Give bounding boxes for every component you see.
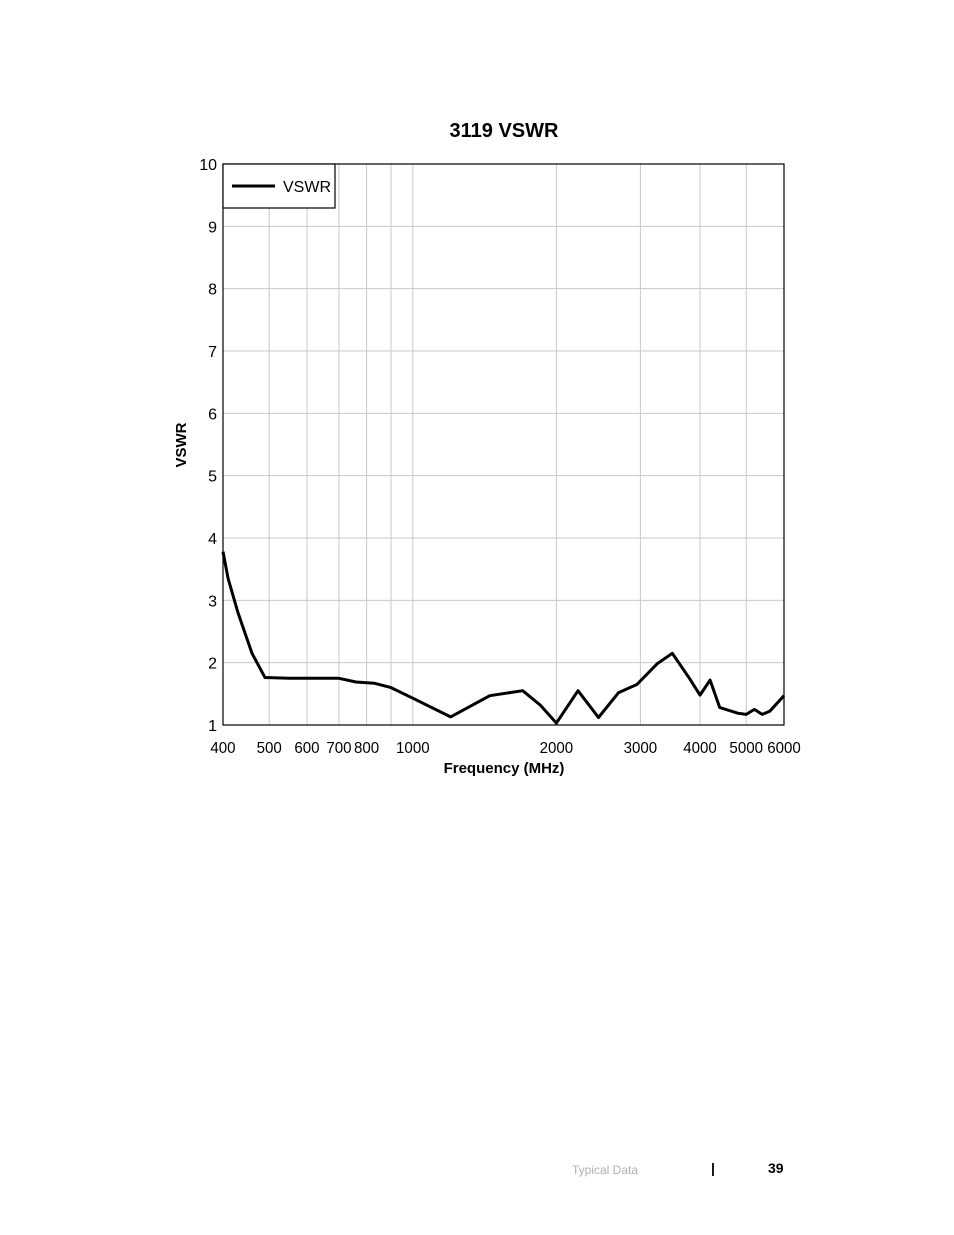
y-tick-label: 4 (208, 531, 217, 548)
x-tick-label: 400 (210, 740, 235, 757)
y-tick-label: 2 (208, 656, 217, 673)
plot-area-frame (222, 163, 785, 726)
x-tick-label: 6000 (767, 740, 801, 757)
legend-label-vswr: VSWR (283, 179, 331, 196)
x-tick-label: 600 (294, 740, 319, 757)
series-line-vswr (221, 551, 786, 725)
x-tick-label: 800 (354, 740, 379, 757)
page-number: 39 (768, 1160, 784, 1176)
y-axis-label: VSWR (173, 422, 190, 467)
footer-separator: | (711, 1160, 715, 1176)
chart-title: 3119 VSWR (450, 120, 560, 142)
x-axis-label: Frequency (MHz) (444, 760, 565, 777)
footer-section-title: Typical Data (572, 1163, 639, 1177)
x-tick-label: 5000 (729, 740, 763, 757)
y-tick-label: 8 (208, 282, 217, 299)
x-tick-labels: 400 500 600 700 800 1000 2000 3000 4000 5000 6000 (210, 740, 800, 757)
y-tick-label: 5 (208, 469, 217, 486)
y-tick-label: 6 (208, 406, 217, 423)
y-tick-label: 1 (208, 718, 217, 735)
x-tick-label: 700 (326, 740, 351, 757)
series-layer (221, 551, 786, 725)
y-tick-label: 9 (208, 219, 217, 236)
y-tick-labels: 1 2 3 4 5 6 7 8 9 10 (199, 157, 217, 735)
y-tick-label: 7 (208, 344, 217, 361)
grid (222, 163, 785, 726)
y-tick-label: 10 (199, 157, 217, 174)
x-tick-label: 3000 (624, 740, 658, 757)
x-tick-label: 1000 (396, 740, 430, 757)
y-tick-label: 3 (208, 593, 217, 610)
x-tick-label: 500 (257, 740, 282, 757)
x-tick-label: 2000 (540, 740, 574, 757)
x-tick-label: 4000 (683, 740, 717, 757)
legend: VSWR (222, 163, 336, 209)
